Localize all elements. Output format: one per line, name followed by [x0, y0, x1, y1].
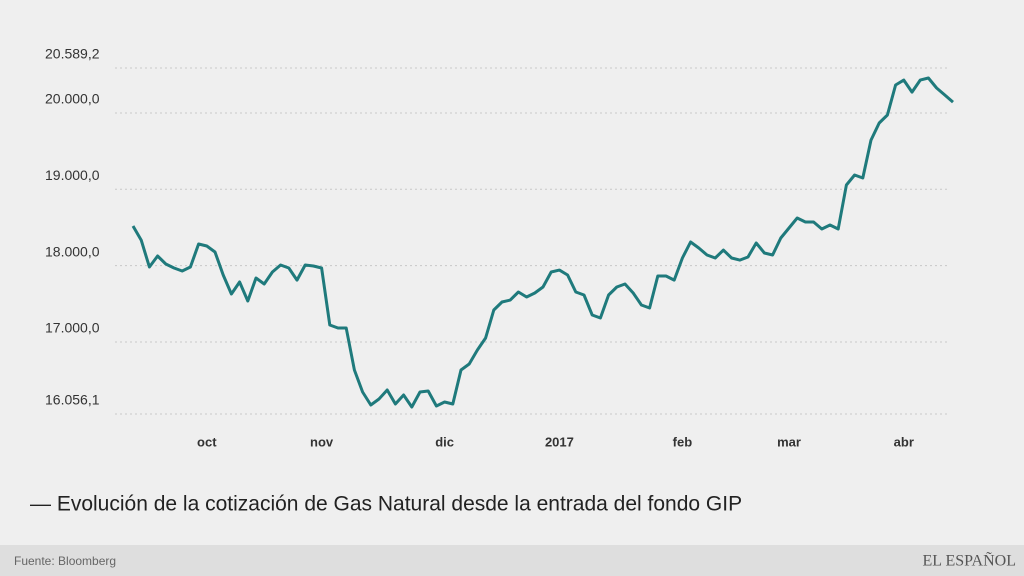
x-tick-label: mar	[777, 434, 801, 449]
brand-logo: EL ESPAÑOL	[923, 552, 1017, 570]
source: Fuente: Bloomberg	[14, 554, 116, 568]
chart-title: — Evolución de la cotización de Gas Natu…	[30, 493, 742, 516]
y-tick-label: 18.000,0	[45, 243, 100, 259]
data-line	[131, 76, 954, 409]
x-tick-label: 2017	[545, 434, 574, 449]
y-tick-label: 17.000,0	[45, 320, 100, 336]
y-tick-label: 19.000,0	[45, 167, 100, 183]
footer-bar	[0, 545, 1024, 576]
y-tick-label: 20.589,2	[45, 46, 100, 62]
y-tick-label: 16.056,1	[45, 392, 100, 408]
background	[0, 0, 1024, 545]
x-tick-label: dic	[435, 434, 454, 449]
x-tick-label: abr	[894, 434, 914, 449]
x-tick-label: feb	[673, 434, 693, 449]
y-tick-label: 20.000,0	[45, 91, 100, 107]
x-tick-label: oct	[197, 434, 217, 449]
x-tick-label: nov	[310, 434, 334, 449]
